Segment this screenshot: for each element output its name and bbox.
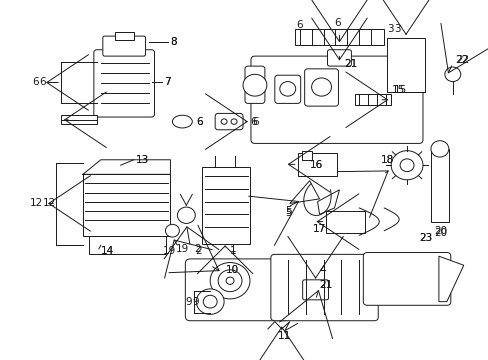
Text: 15: 15 [393,85,407,95]
FancyBboxPatch shape [363,252,450,305]
Text: 23: 23 [418,233,431,243]
Text: 17: 17 [312,224,325,234]
Text: 6: 6 [39,77,46,87]
FancyBboxPatch shape [102,36,145,56]
Circle shape [390,151,422,180]
Text: 4: 4 [319,265,325,275]
Text: 9: 9 [185,297,192,307]
Text: 13: 13 [135,155,148,165]
Text: 6: 6 [296,20,303,30]
Text: 16: 16 [309,160,322,170]
Text: 23: 23 [418,233,431,243]
Text: 12: 12 [43,198,56,208]
Bar [430,149,448,222]
Circle shape [203,295,217,308]
Bar [325,211,365,233]
Circle shape [221,119,226,124]
Text: 5: 5 [284,206,291,216]
Text: 21: 21 [344,59,357,69]
Text: 22: 22 [454,55,467,65]
Polygon shape [289,181,319,203]
Text: 6: 6 [249,117,256,127]
FancyBboxPatch shape [274,75,300,103]
FancyBboxPatch shape [215,113,243,130]
Text: 14: 14 [101,246,114,256]
Bar [355,94,390,105]
Text: 21: 21 [319,280,332,290]
Text: 21: 21 [344,59,357,69]
FancyBboxPatch shape [250,56,422,143]
Circle shape [444,67,460,82]
Text: 21: 21 [319,280,332,290]
Circle shape [430,141,448,157]
Text: 2: 2 [195,246,202,256]
Bar [294,29,384,45]
Text: 12: 12 [30,198,43,208]
Circle shape [210,262,249,299]
Circle shape [177,207,195,224]
Bar [89,236,166,255]
Text: 20: 20 [433,226,446,236]
Text: 13: 13 [135,155,148,165]
Circle shape [231,119,237,124]
Text: 1: 1 [230,244,236,254]
Bar [386,38,424,93]
Text: 1: 1 [230,246,236,256]
Text: 10: 10 [225,265,239,275]
Text: 20: 20 [433,228,446,238]
Circle shape [225,277,234,284]
Text: 18: 18 [381,155,394,165]
Text: 11: 11 [277,331,290,341]
FancyBboxPatch shape [270,255,377,321]
Text: 16: 16 [309,160,322,170]
Circle shape [196,289,224,314]
Text: 2: 2 [194,244,201,254]
Text: 14: 14 [101,246,114,256]
FancyBboxPatch shape [185,259,289,321]
Text: 19: 19 [162,246,175,256]
Bar [83,174,170,236]
Circle shape [165,224,179,237]
FancyBboxPatch shape [94,50,154,117]
Circle shape [218,270,242,292]
Text: 8: 8 [170,37,177,46]
Text: 6: 6 [33,77,39,87]
FancyBboxPatch shape [304,69,338,106]
Text: 10: 10 [225,265,239,275]
Text: 6: 6 [251,117,258,127]
Circle shape [399,159,413,172]
Text: 15: 15 [391,85,405,95]
Text: 6: 6 [196,117,203,127]
Text: 11: 11 [277,331,290,341]
Circle shape [243,74,266,96]
Bar [61,115,97,124]
FancyBboxPatch shape [302,280,328,300]
Text: 3: 3 [393,24,400,34]
FancyBboxPatch shape [327,50,351,66]
Text: 3: 3 [386,24,393,34]
Text: 17: 17 [312,224,325,234]
Circle shape [279,82,295,96]
Text: 6: 6 [334,18,341,28]
Text: 7: 7 [164,77,171,87]
Polygon shape [317,190,339,214]
Circle shape [311,78,331,96]
Text: 8: 8 [170,37,177,46]
Bar [115,32,133,40]
Bar [202,167,249,244]
Text: 5: 5 [284,207,291,217]
Bar [301,151,311,160]
Text: 6: 6 [196,117,203,127]
Text: 18: 18 [381,155,394,165]
Text: 22: 22 [455,55,468,65]
Text: 19: 19 [175,244,188,254]
FancyBboxPatch shape [244,66,264,103]
Ellipse shape [172,115,192,128]
Text: 9: 9 [192,297,199,307]
Polygon shape [438,256,463,302]
Text: 7: 7 [164,77,171,87]
Text: 4: 4 [319,265,325,275]
Bar [297,153,337,176]
